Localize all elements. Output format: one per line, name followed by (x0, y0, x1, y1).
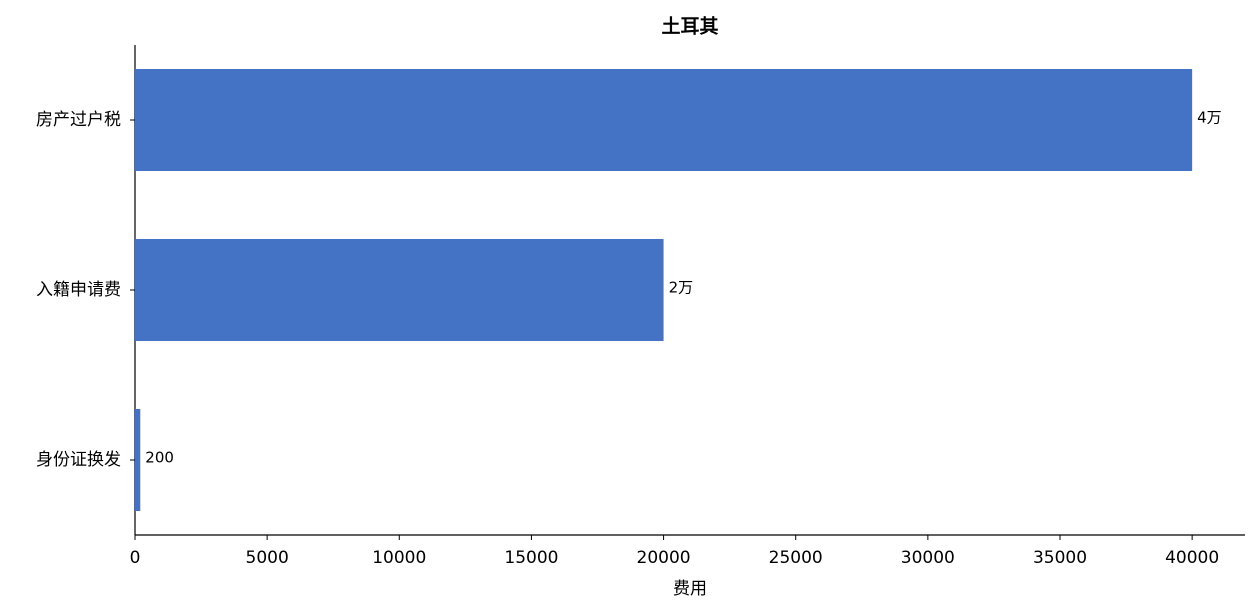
y-tick-label: 入籍申请费 (36, 280, 121, 300)
x-tick-label: 10000 (372, 548, 426, 568)
chart-title: 土耳其 (661, 16, 718, 38)
y-tick-label: 房产过户税 (36, 110, 121, 130)
x-tick-label: 15000 (504, 548, 558, 568)
y-tick-label: 身份证换发 (36, 450, 121, 470)
x-tick-label: 5000 (246, 548, 289, 568)
x-tick-label: 25000 (769, 548, 823, 568)
x-tick-label: 0 (130, 548, 141, 568)
value-label: 2万 (669, 279, 694, 297)
bar (135, 409, 141, 511)
x-tick-label: 35000 (1033, 548, 1087, 568)
x-tick-label: 40000 (1165, 548, 1219, 568)
value-label: 200 (145, 449, 174, 467)
bar (135, 239, 664, 341)
x-axis-label: 费用 (673, 579, 707, 599)
x-tick-label: 30000 (901, 548, 955, 568)
bar (135, 69, 1193, 171)
value-label: 4万 (1197, 109, 1222, 127)
x-tick-label: 20000 (637, 548, 691, 568)
